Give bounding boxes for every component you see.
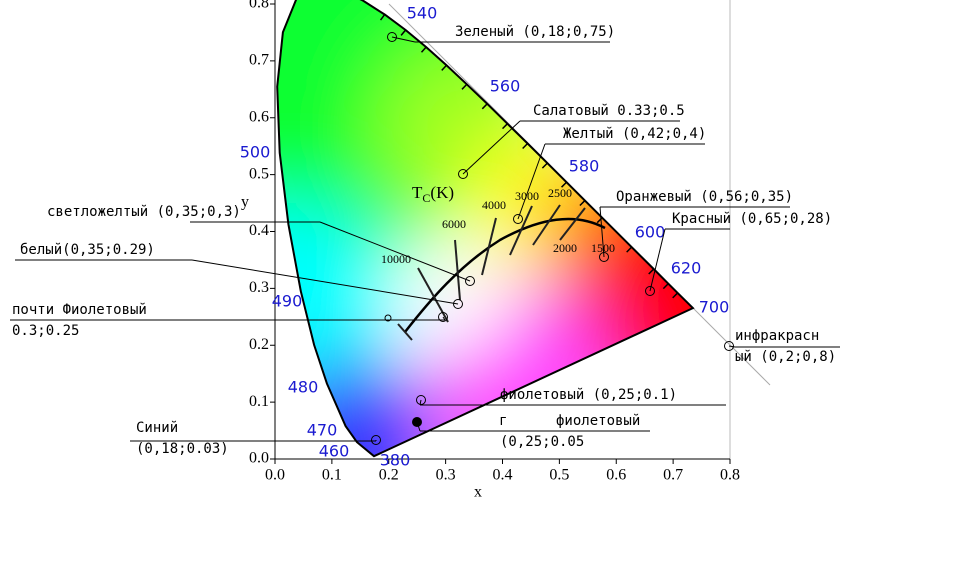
x-tick-label: 0.8 [720, 467, 740, 484]
y-tick-label: 0.4 [249, 222, 269, 239]
locus-tick [541, 162, 548, 169]
locus-tick [481, 103, 488, 110]
cct-label: 3000 [515, 189, 539, 203]
cct-label: 4000 [482, 198, 506, 212]
x-tick-label: 0.3 [436, 467, 456, 484]
isotherms [397, 204, 586, 341]
annotation-text: (0,18;0.03) [136, 441, 229, 457]
spectral-locus [276, 0, 695, 458]
locus-tick [379, 14, 386, 21]
annotation-point [416, 395, 426, 405]
locus-tick [461, 83, 468, 90]
annotation-point [513, 214, 523, 224]
annotation-point [599, 252, 609, 262]
annotation-point [384, 314, 392, 322]
y-tick-label: 0.7 [249, 52, 269, 69]
locus-tick [648, 268, 655, 275]
annotation-leader [517, 143, 546, 220]
x-tick-label: 0.7 [663, 467, 683, 484]
y-tick-label: 0.3 [249, 279, 269, 296]
annotation-point [453, 299, 463, 309]
x-tick-label: 0.0 [265, 467, 285, 484]
x-tick-label: 0.4 [493, 467, 513, 484]
locus-tick [579, 200, 586, 207]
x-tick-label: 0.6 [606, 467, 626, 484]
x-tick-label: 0.2 [379, 467, 399, 484]
annotation-text: инфракрасн [735, 328, 819, 344]
annotation-text: белый(0,35;0.29) [20, 242, 155, 258]
locus-tick [522, 142, 529, 150]
annotation-text: Красный (0,65;0,28) [672, 211, 832, 227]
y-tick-label: 0.8 [249, 0, 269, 12]
locus-tick [561, 181, 568, 188]
y-tick-label: 0.2 [249, 336, 269, 353]
locus-tick [400, 29, 407, 36]
annotation-text: 0.3;0.25 [12, 323, 79, 339]
wavelength-label: 580 [569, 157, 600, 176]
annotation-text: (0,25;0.05 [500, 434, 584, 450]
locus-tick [626, 246, 633, 253]
x-axis-label: x [474, 484, 482, 501]
annotation-point [438, 312, 448, 322]
annotation-point [387, 32, 397, 42]
annotation-leader [599, 206, 605, 258]
wavelength-label: 490 [272, 292, 303, 311]
annotation-text: Желтый (0,42;0,4) [563, 126, 706, 142]
annotation-text: ый (0,2;0,8) [735, 349, 836, 365]
wavelength-label: 560 [490, 77, 521, 96]
annotation-point [412, 417, 422, 427]
annotation-leader [442, 316, 446, 321]
wavelength-label: 620 [671, 259, 702, 278]
annotation-leader [191, 259, 459, 305]
x-tick-label: 0.1 [322, 467, 342, 484]
cct-label: 2500 [548, 186, 572, 200]
annotation-text: г [499, 413, 507, 429]
wavelength-label: 480 [288, 378, 319, 397]
wavelength-label: 380 [380, 451, 411, 470]
annotation-point [371, 435, 381, 445]
annotation-point [724, 341, 734, 351]
cct-label: 10000 [381, 252, 411, 266]
wavelength-label: 700 [699, 298, 730, 317]
annotation-leader [649, 228, 666, 292]
annotation-leader [728, 345, 736, 348]
annotation-text: светложелтый (0,35;0,3) [47, 204, 241, 220]
cct-label: 6000 [442, 217, 466, 231]
wavelength-label: 470 [307, 421, 338, 440]
annotation-text: фиолетовый [556, 413, 640, 429]
annotation-point [458, 169, 468, 179]
annotation-point [465, 276, 475, 286]
locus-tick [662, 283, 669, 290]
wavelength-label: 460 [319, 442, 350, 461]
wavelength-label: 540 [407, 4, 438, 23]
annotation-text: Синий [136, 420, 178, 436]
annotation-text: почти Фиолетовый [12, 302, 147, 318]
x-tick-label: 0.5 [549, 467, 569, 484]
y-tick-label: 0.6 [249, 108, 269, 125]
locus-tick [672, 292, 679, 299]
y-tick-label: 0.5 [249, 165, 269, 182]
planckian-locus [404, 217, 606, 333]
y-axis-label: y [241, 194, 249, 211]
wavelength-label: 500 [240, 143, 271, 162]
y-tick-label: 0.0 [249, 450, 269, 467]
annotation-point [645, 286, 655, 296]
annotation-leader [319, 221, 471, 282]
locus-tick [441, 64, 448, 71]
annotation-text: фиолетовый (0,25;0.1) [500, 387, 677, 403]
cct-title: TC(K) [412, 183, 454, 205]
cct-label: 2000 [553, 241, 577, 255]
annotation-text: Оранжевый (0,56;0,35) [616, 189, 793, 205]
y-tick-label: 0.1 [249, 393, 269, 410]
locus-tick [420, 46, 427, 53]
annotation-text: Зеленый (0,18;0,75) [455, 24, 615, 40]
annotation-leader [391, 36, 416, 43]
annotation-text: Салатовый 0.33;0.5 [533, 103, 685, 119]
locus-tick [501, 123, 508, 130]
wavelength-label: 600 [635, 223, 666, 242]
annotation-leader [462, 120, 521, 175]
